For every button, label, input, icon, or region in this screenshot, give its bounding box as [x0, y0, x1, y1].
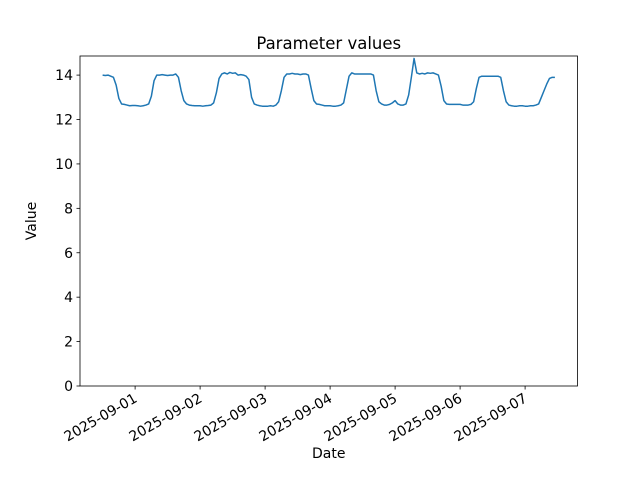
x-axis-label: Date: [312, 446, 345, 462]
y-axis-ticks: 0 2 4 6 8 10 12 14: [55, 68, 80, 395]
y-tick-label: 0: [64, 379, 73, 395]
plot-area: [79, 55, 578, 387]
y-tick-label: 4: [64, 290, 73, 306]
y-tick-label: 8: [64, 201, 73, 217]
y-tick-label: 6: [64, 246, 73, 262]
y-tick-label: 14: [55, 68, 73, 84]
y-axis-label: Value: [24, 202, 40, 240]
y-tick-label: 12: [55, 113, 73, 129]
y-tick-label: 2: [64, 335, 73, 351]
y-tick-label: 10: [55, 157, 73, 173]
series-line: [102, 57, 555, 107]
chart-title: Parameter values: [256, 34, 401, 53]
